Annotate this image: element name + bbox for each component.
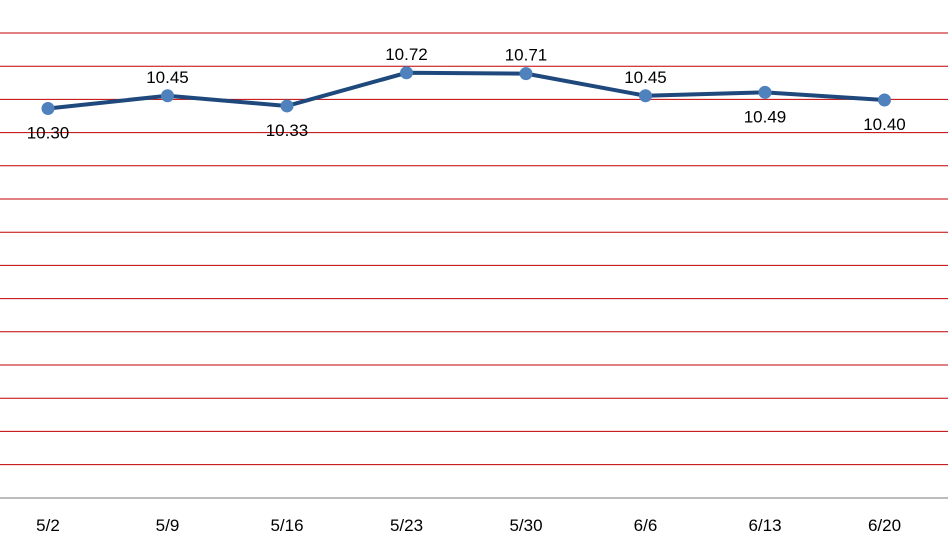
data-label: 10.49 xyxy=(744,107,787,126)
data-point xyxy=(280,99,294,113)
data-point xyxy=(758,85,772,99)
series-line xyxy=(47,70,885,111)
data-label: 10.30 xyxy=(27,124,70,143)
x-tick-label: 6/6 xyxy=(634,516,658,535)
x-tick-label: 6/20 xyxy=(868,516,901,535)
data-label: 10.71 xyxy=(505,46,548,65)
data-point xyxy=(161,89,174,103)
data-point xyxy=(400,66,413,80)
x-tick-labels: 5/2 5/9 5/16 5/23 5/30 6/6 6/13 6/20 xyxy=(36,516,901,535)
x-tick-label: 5/16 xyxy=(270,516,303,535)
gridlines xyxy=(0,32,948,466)
data-label: 10.45 xyxy=(146,68,189,87)
x-tick-label: 6/13 xyxy=(748,516,781,535)
data-label: 10.40 xyxy=(863,115,906,134)
data-point xyxy=(639,89,652,103)
x-tick-label: 5/2 xyxy=(36,516,60,535)
data-point xyxy=(519,67,533,81)
data-point xyxy=(878,93,891,107)
x-tick-label: 5/30 xyxy=(509,516,542,535)
data-label: 10.72 xyxy=(385,45,428,64)
data-label: 10.33 xyxy=(266,121,309,140)
data-point xyxy=(41,102,55,115)
x-tick-label: 5/9 xyxy=(156,516,180,535)
data-label: 10.45 xyxy=(624,68,667,87)
series-group xyxy=(41,66,891,115)
data-labels: 10.30 10.45 10.33 10.72 10.71 10.45 10.49 10.40 xyxy=(27,45,906,143)
x-tick-label: 5/23 xyxy=(390,516,423,535)
